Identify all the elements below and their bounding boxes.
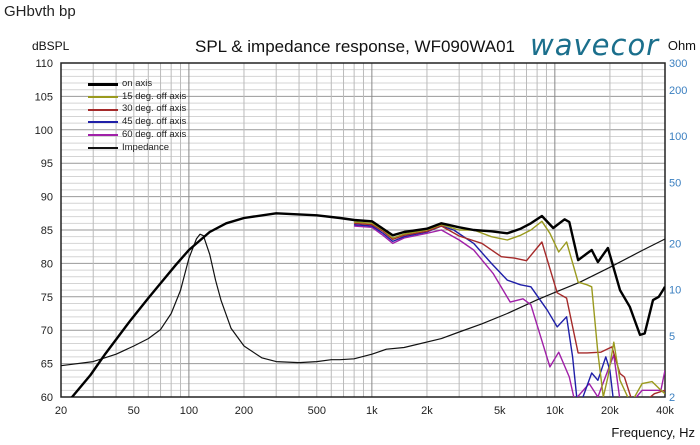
x-tick-label: 100 [180, 405, 198, 417]
y-tick-label: 65 [41, 359, 53, 371]
y-tick-label: 70 [41, 325, 53, 337]
y-tick-label: 95 [41, 158, 53, 170]
legend-swatch [88, 108, 118, 111]
legend-swatch [88, 96, 118, 99]
y-tick-label: 85 [41, 225, 53, 237]
series-line-on-axis [70, 212, 665, 397]
x-tick-label: 5k [494, 405, 506, 417]
x-tick-label: 1k [366, 405, 378, 417]
x-axis-label: Frequency, Hz [611, 425, 695, 440]
legend-label: 60 deg. off axis [122, 128, 187, 140]
y2-tick-label: 50 [669, 177, 681, 189]
y2-tick-label: 5 [669, 331, 675, 343]
legend-swatch [88, 146, 118, 149]
y-tick-label: 60 [41, 392, 53, 404]
series-line-30-deg-off-axis [354, 222, 665, 397]
x-tick-label: 10k [546, 405, 564, 417]
wavecor-logo: wavecor [530, 28, 660, 62]
y-tick-label: 90 [41, 192, 53, 204]
legend-item: 15 deg. off axis [88, 91, 186, 104]
legend-item: Impedance [88, 142, 186, 155]
y-tick-label: 75 [41, 292, 53, 304]
x-tick-label: 50 [128, 405, 140, 417]
y2-tick-label: 10 [669, 285, 681, 297]
series-line-15-deg-off-axis [354, 220, 665, 397]
x-tick-label: 20 [55, 405, 67, 417]
y-tick-label: 105 [35, 91, 53, 103]
legend: on axis 15 deg. off axis 30 deg. off axis 4… [88, 78, 186, 154]
y2-tick-label: 2 [669, 392, 675, 404]
series-line-impedance [61, 233, 665, 367]
y-tick-label: 110 [35, 58, 53, 70]
x-tick-label: 2k [421, 405, 433, 417]
legend-label: 30 deg. off axis [122, 103, 187, 115]
series-line-45-deg-off-axis [354, 224, 614, 397]
legend-label: 15 deg. off axis [122, 90, 187, 102]
legend-item: 30 deg. off axis [88, 103, 186, 116]
legend-swatch [88, 121, 118, 124]
chart-title: SPL & impedance response, WF090WA01 [195, 37, 515, 56]
y-tick-label: 100 [35, 125, 53, 137]
y2-tick-label: 300 [669, 58, 687, 70]
x-tick-label: 500 [308, 405, 326, 417]
y2-axis-label: Ohm [668, 38, 696, 53]
legend-item: on axis [88, 78, 186, 91]
legend-label: 45 deg. off axis [122, 116, 187, 128]
y2-tick-label: 100 [669, 131, 687, 143]
y2-tick-label: 200 [669, 85, 687, 97]
legend-item: 45 deg. off axis [88, 116, 186, 129]
legend-label: on axis [122, 78, 153, 89]
legend-swatch [88, 82, 118, 86]
top-note: GHbvth bp [4, 3, 76, 20]
y-tick-label: 80 [41, 258, 53, 270]
y-axis-label: dBSPL [32, 39, 70, 53]
x-tick-label: 200 [235, 405, 253, 417]
x-tick-label: 20k [601, 405, 619, 417]
x-tick-label: 40k [656, 405, 674, 417]
legend-swatch [88, 134, 118, 137]
series-line-60-deg-off-axis [354, 225, 665, 397]
legend-label: Impedance [122, 141, 170, 153]
legend-item: 60 deg. off axis [88, 129, 186, 142]
plot-frame [60, 62, 666, 398]
y2-tick-label: 20 [669, 239, 681, 251]
